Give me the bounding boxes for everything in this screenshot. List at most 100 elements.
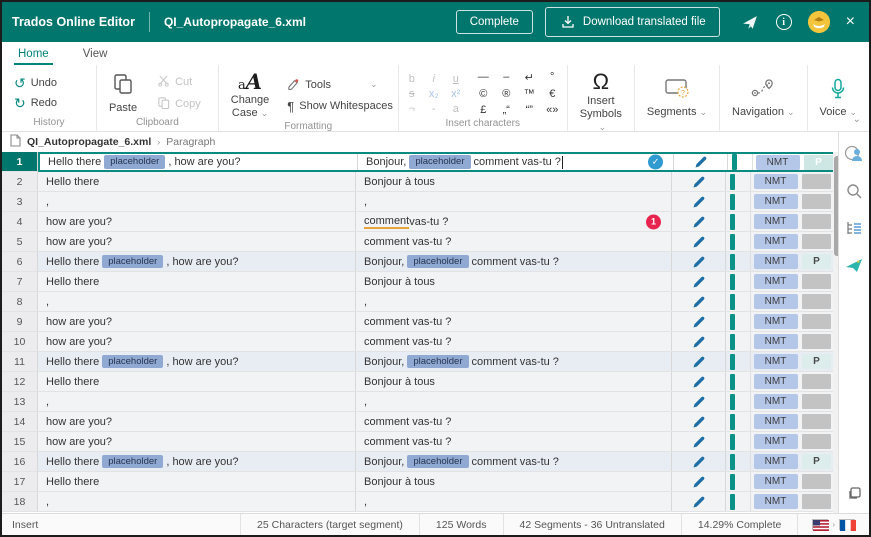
placeholder-tag[interactable]: placeholder [407,354,469,369]
edit-pencil-button[interactable] [672,352,726,371]
edit-pencil-button[interactable] [672,212,726,231]
row-number[interactable]: 15 [2,432,38,452]
source-cell[interactable]: how are you? [38,432,356,451]
comments-user-icon[interactable] [844,144,864,164]
tab-view[interactable]: View [82,48,108,60]
nmt-badge[interactable]: NMT [753,354,798,369]
special-char-button[interactable]: ® [502,88,511,100]
nmt-badge[interactable]: NMT [753,314,798,329]
search-icon[interactable] [844,181,864,201]
edit-pencil-button[interactable] [672,392,726,411]
nmt-badge[interactable]: NMT [753,274,798,289]
source-cell[interactable]: how are you? [38,332,356,351]
edit-pencil-button[interactable] [672,192,726,211]
target-cell[interactable]: comment vas-tu ? [356,412,672,431]
special-char-button[interactable]: ° [550,71,555,83]
edit-pencil-button[interactable] [674,154,728,170]
nmt-badge[interactable]: NMT [753,454,798,469]
edit-pencil-button[interactable] [672,172,726,191]
nmt-badge[interactable]: NMT [753,234,798,249]
placeholder-tag[interactable]: placeholder [407,454,469,469]
target-cell[interactable]: comment vas-tu ? [356,312,672,331]
close-icon[interactable]: × [845,13,855,30]
target-cell[interactable]: , [356,392,672,411]
source-cell[interactable]: Hello there placeholder , how are you? [38,252,356,271]
target-cell[interactable]: , [356,292,672,311]
special-char-button[interactable]: ↵ [524,72,534,84]
target-cell[interactable]: , [356,492,672,511]
source-cell[interactable]: Hello there placeholder , how are you? [40,154,358,170]
nmt-badge[interactable]: NMT [753,394,798,409]
download-translated-file-button[interactable]: Download translated file [544,7,720,37]
row-number[interactable]: 16 [2,452,38,472]
paste-button[interactable]: Paste [103,72,143,114]
special-char-button[interactable]: © [479,88,488,100]
nmt-badge[interactable]: NMT [753,294,798,309]
source-cell[interactable]: , [38,292,356,311]
target-cell[interactable]: comment vas-tu ? [356,332,672,351]
vertical-scrollbar[interactable] [833,152,842,513]
source-cell[interactable]: , [38,392,356,411]
source-cell[interactable]: how are you? [38,412,356,431]
row-number[interactable]: 5 [2,232,38,252]
segments-button[interactable]: ? Segments ⌄ [641,78,713,118]
tools-button[interactable]: Tools ⌄ [287,77,393,93]
change-case-button[interactable]: aA Change Case ⌄ [230,69,270,119]
source-cell[interactable]: Hello there [38,472,356,491]
target-cell[interactable]: Bonjour à tous [356,472,672,491]
row-number[interactable]: 13 [2,392,38,412]
voice-button[interactable]: Voice ⌄ [814,78,863,118]
edit-pencil-button[interactable] [672,272,726,291]
nmt-badge[interactable]: NMT [753,434,798,449]
placeholder-tag[interactable]: placeholder [102,254,164,269]
navigation-button[interactable]: Navigation ⌄ [726,78,801,118]
row-number[interactable]: 6 [2,252,38,272]
special-char-button[interactable]: „“ [502,104,510,116]
source-cell[interactable]: how are you? [38,212,356,231]
row-number[interactable]: 8 [2,292,38,312]
redo-button[interactable]: ↻ Redo [14,95,58,111]
row-number[interactable]: 17 [2,472,38,492]
edit-pencil-button[interactable] [672,492,726,511]
special-char-button[interactable]: € [549,88,556,100]
nmt-badge[interactable]: NMT [753,474,798,489]
target-cell[interactable]: Bonjour, placeholder comment vas-tu ? [356,252,672,271]
feedback-plane-icon[interactable] [844,255,864,275]
edit-pencil-button[interactable] [672,252,726,271]
source-cell[interactable]: Hello there placeholder , how are you? [38,452,356,471]
document-tab[interactable]: QI_Autopropagate_6.xml [163,15,306,29]
row-number[interactable]: 10 [2,332,38,352]
row-number[interactable]: 3 [2,192,38,212]
row-number[interactable]: 11 [2,352,38,372]
edit-pencil-button[interactable] [672,472,726,491]
target-cell[interactable]: Bonjour à tous [356,272,672,291]
row-number[interactable]: 14 [2,412,38,432]
special-char-button[interactable]: — [477,71,489,83]
target-cell[interactable]: comment vas-tu ? [356,232,672,251]
nmt-badge[interactable]: NMT [753,254,798,269]
source-cell[interactable]: , [38,492,356,511]
target-cell[interactable]: comment vas-tu ? 1 [356,212,672,231]
row-number[interactable]: 18 [2,492,38,512]
edit-pencil-button[interactable] [672,232,726,251]
nmt-badge[interactable]: NMT [753,334,798,349]
edit-pencil-button[interactable] [672,432,726,451]
error-count-badge[interactable]: 1 [646,214,661,229]
cut-button[interactable]: Cut [157,74,201,90]
placeholder-tag[interactable]: placeholder [407,254,469,269]
nmt-badge[interactable]: NMT [753,414,798,429]
source-cell[interactable]: Hello there placeholder , how are you? [38,352,356,371]
row-number[interactable]: 2 [2,172,38,192]
edit-pencil-button[interactable] [672,372,726,391]
pin-icon[interactable] [742,13,760,31]
complete-button[interactable]: Complete [455,10,533,34]
nmt-badge[interactable]: NMT [753,174,798,189]
document-structure-icon[interactable] [844,218,864,238]
edit-pencil-button[interactable] [672,332,726,351]
nmt-badge[interactable]: NMT [755,154,800,170]
row-number[interactable]: 9 [2,312,38,332]
row-number[interactable]: 4 [2,212,38,232]
target-cell[interactable]: comment vas-tu ? [356,432,672,451]
target-cell[interactable]: , [356,192,672,211]
special-char-button[interactable]: «» [546,104,559,116]
